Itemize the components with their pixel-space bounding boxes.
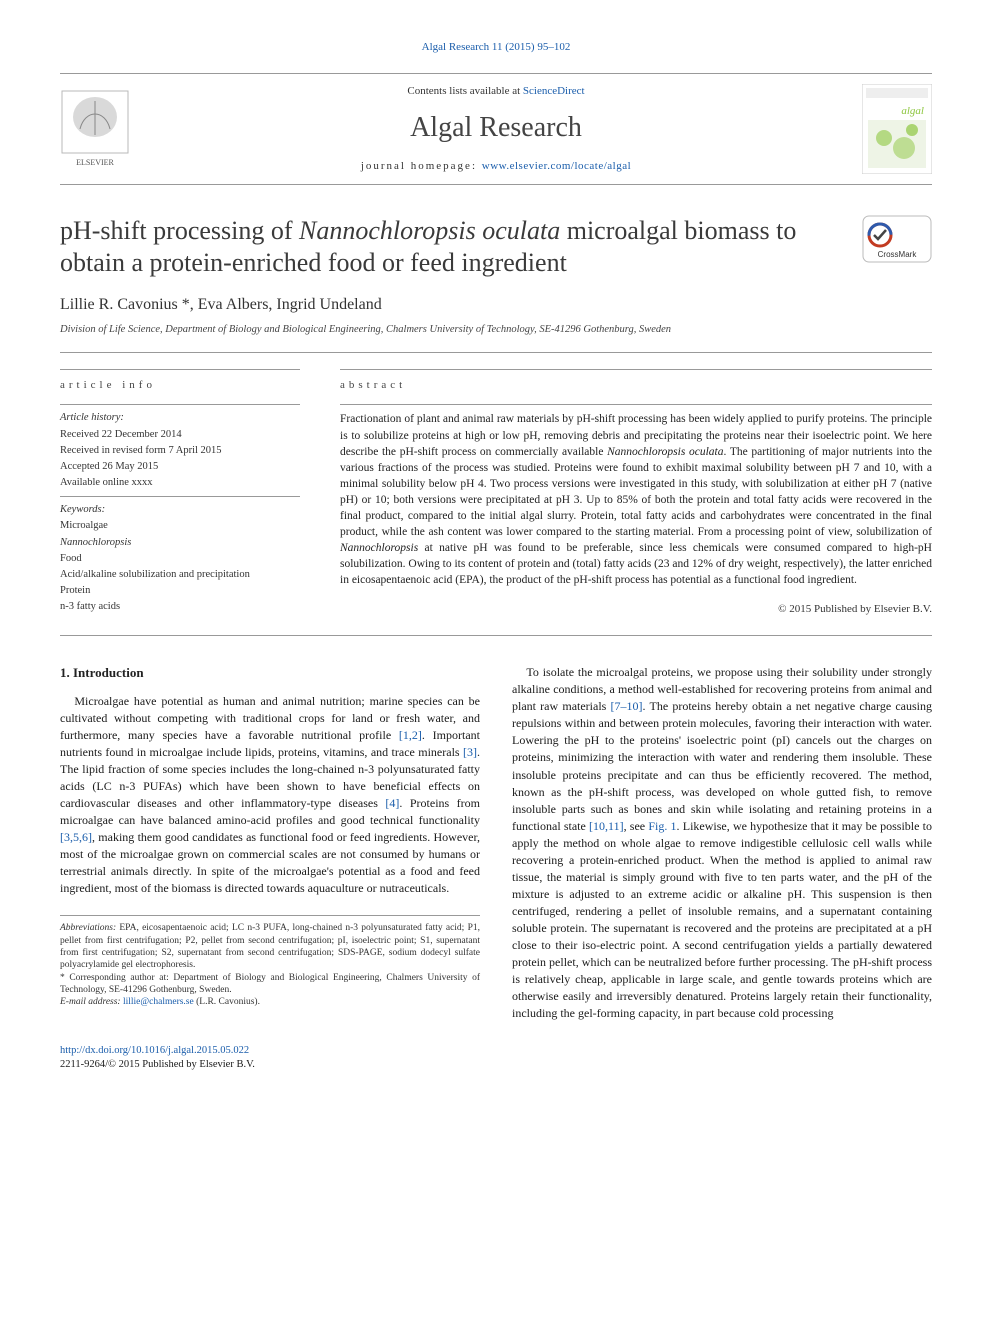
issn-copyright: 2211-9264/© 2015 Published by Elsevier B… — [60, 1059, 255, 1070]
email-footnote: E-mail address: lillie@chalmers.se (L.R.… — [60, 996, 480, 1008]
abs-post: at native pH was found to be preferable,… — [340, 542, 932, 586]
kw-5: Protein — [60, 584, 300, 598]
elsevier-logo: ELSEVIER — [60, 89, 130, 169]
cite-3-5-6[interactable]: [3,5,6] — [60, 830, 92, 844]
revised-line: Received in revised form 7 April 2015 — [60, 444, 300, 458]
email-tail: (L.R. Cavonius). — [194, 997, 260, 1007]
journal-homepage-link[interactable]: www.elsevier.com/locate/algal — [482, 160, 631, 172]
footnotes-block: Abbreviations: EPA, eicosapentaenoic aci… — [60, 915, 480, 1008]
authors-text: Lillie R. Cavonius *, Eva Albers, Ingrid… — [60, 296, 382, 313]
doi-block: http://dx.doi.org/10.1016/j.algal.2015.0… — [60, 1044, 932, 1072]
crossmark-badge[interactable]: CrossMark — [862, 215, 932, 263]
title-taxon: Nannochloropsis oculata — [299, 216, 560, 245]
kw-4: Acid/alkaline solubilization and precipi… — [60, 568, 300, 582]
journal-header: ELSEVIER Contents lists available at Sci… — [60, 73, 932, 185]
cite-3[interactable]: [3] — [463, 745, 477, 759]
email-link[interactable]: lillie@chalmers.se — [123, 997, 194, 1007]
journal-ref-link[interactable]: Algal Research 11 (2015) 95–102 — [422, 41, 571, 53]
cite-1-2[interactable]: [1,2] — [399, 728, 422, 742]
abstract-column: abstract Fractionation of plant and anim… — [340, 369, 932, 618]
journal-reference: Algal Research 11 (2015) 95–102 — [60, 40, 932, 55]
cite-4[interactable]: [4] — [385, 796, 399, 810]
corresponding-footnote: * Corresponding author at: Department of… — [60, 972, 480, 997]
contents-line: Contents lists available at ScienceDirec… — [140, 84, 852, 99]
email-label: E-mail address: — [60, 997, 123, 1007]
cite-7-10[interactable]: [7–10] — [611, 699, 643, 713]
abbreviations-footnote: Abbreviations: EPA, eicosapentaenoic aci… — [60, 922, 480, 971]
article-info-head: article info — [60, 378, 300, 393]
contents-prefix: Contents lists available at — [407, 85, 522, 97]
fig-1-link[interactable]: Fig. 1 — [648, 819, 676, 833]
abbr-label: Abbreviations: — [60, 923, 116, 933]
keywords-title: Keywords: — [60, 503, 300, 517]
kw-6: n-3 fatty acids — [60, 600, 300, 614]
section-1-head: 1. Introduction — [60, 664, 480, 682]
abs-taxon2: Nannochloropsis — [340, 542, 418, 554]
received-line: Received 22 December 2014 — [60, 428, 300, 442]
abstract-text: Fractionation of plant and animal raw ma… — [340, 411, 932, 588]
kw-1: Microalgae — [60, 519, 300, 533]
cite-10-11[interactable]: [10,11] — [589, 819, 624, 833]
info-abstract-row: article info Article history: Received 2… — [60, 352, 932, 637]
homepage-line: journal homepage: www.elsevier.com/locat… — [140, 159, 852, 174]
cover-label-text: algal — [901, 105, 924, 117]
svg-text:ELSEVIER: ELSEVIER — [76, 158, 114, 167]
affiliation: Division of Life Science, Department of … — [60, 323, 932, 337]
body-two-column: 1. Introduction Microalgae have potentia… — [60, 664, 932, 1022]
journal-name: Algal Research — [140, 109, 852, 147]
abs-taxon1: Nannochloropsis oculata — [607, 446, 723, 458]
abstract-copyright: © 2015 Published by Elsevier B.V. — [340, 602, 932, 617]
doi-link[interactable]: http://dx.doi.org/10.1016/j.algal.2015.0… — [60, 1045, 249, 1056]
authors-line: Lillie R. Cavonius *, Eva Albers, Ingrid… — [60, 294, 932, 316]
accepted-line: Accepted 26 May 2015 — [60, 460, 300, 474]
journal-cover-thumb: algal — [862, 84, 932, 174]
kw-3: Food — [60, 552, 300, 566]
svg-text:CrossMark: CrossMark — [878, 250, 918, 259]
homepage-prefix: journal homepage: — [361, 160, 482, 172]
sciencedirect-link[interactable]: ScienceDirect — [523, 85, 585, 97]
body-p1: Microalgae have potential as human and a… — [60, 693, 480, 897]
title-pre: pH-shift processing of — [60, 216, 299, 245]
abbr-text: EPA, eicosapentaenoic acid; LC n-3 PUFA,… — [60, 923, 480, 970]
article-info-column: article info Article history: Received 2… — [60, 369, 300, 618]
kw-2: Nannochloropsis — [60, 536, 300, 550]
abstract-head: abstract — [340, 378, 932, 393]
body-p2: To isolate the microalgal proteins, we p… — [512, 664, 932, 1022]
abs-mid: . The partitioning of major nutrients in… — [340, 446, 932, 538]
history-title: Article history: — [60, 411, 300, 425]
article-title: pH-shift processing of Nannochloropsis o… — [60, 215, 848, 280]
online-line: Available online xxxx — [60, 476, 300, 490]
